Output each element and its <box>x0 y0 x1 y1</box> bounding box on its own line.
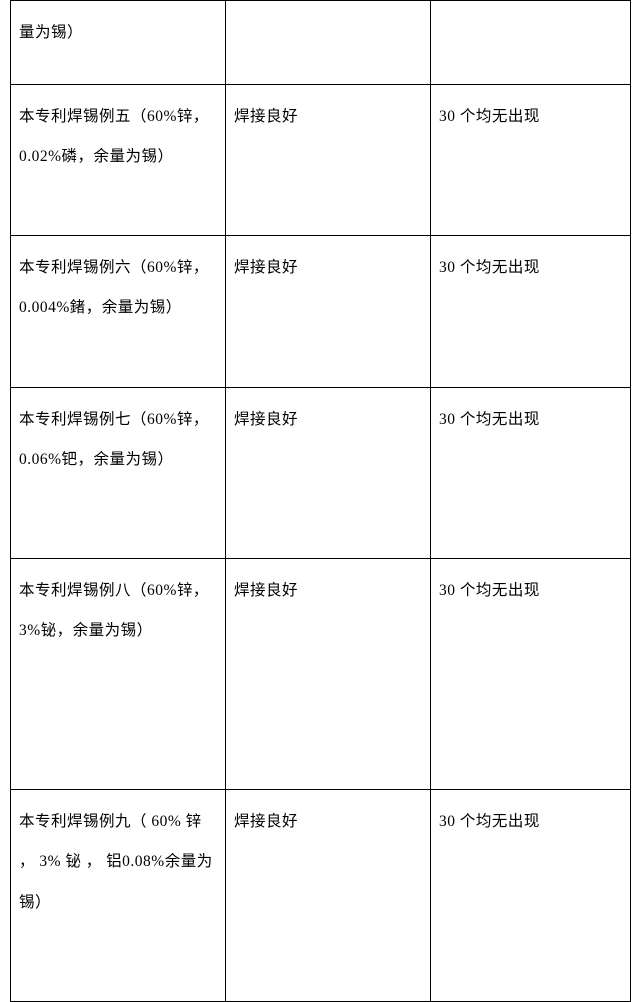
cell-composition: 量为锡） <box>11 1 226 85</box>
cell-result: 30 个均无出现 <box>431 790 631 1002</box>
table-row: 本专利焊锡例九（ 60% 锌 ， 3% 铋 ， 铝0.08%余量为锡） 焊接良好… <box>11 790 631 1002</box>
table-row: 本专利焊锡例五（60%锌，0.02%磷，余量为锡） 焊接良好 30 个均无出现 <box>11 85 631 236</box>
cell-result: 30 个均无出现 <box>431 559 631 790</box>
cell-composition: 本专利焊锡例六（60%锌，0.004%鍺，余量为锡） <box>11 236 226 388</box>
table-row: 量为锡） <box>11 1 631 85</box>
cell-result: 30 个均无出现 <box>431 236 631 388</box>
cell-weld-quality: 焊接良好 <box>226 236 431 388</box>
table-row: 本专利焊锡例七（60%锌，0.06%钯，余量为锡） 焊接良好 30 个均无出现 <box>11 388 631 559</box>
cell-weld-quality: 焊接良好 <box>226 790 431 1002</box>
cell-weld-quality <box>226 1 431 85</box>
cell-weld-quality: 焊接良好 <box>226 85 431 236</box>
cell-result: 30 个均无出现 <box>431 388 631 559</box>
cell-composition: 本专利焊锡例七（60%锌，0.06%钯，余量为锡） <box>11 388 226 559</box>
cell-result: 30 个均无出现 <box>431 85 631 236</box>
table-container: 量为锡） 本专利焊锡例五（60%锌，0.02%磷，余量为锡） 焊接良好 30 个… <box>10 0 630 1002</box>
cell-result <box>431 1 631 85</box>
table-row: 本专利焊锡例六（60%锌，0.004%鍺，余量为锡） 焊接良好 30 个均无出现 <box>11 236 631 388</box>
solder-examples-table: 量为锡） 本专利焊锡例五（60%锌，0.02%磷，余量为锡） 焊接良好 30 个… <box>10 0 631 1002</box>
cell-composition: 本专利焊锡例八（60%锌，3%铋，余量为锡） <box>11 559 226 790</box>
table-row: 本专利焊锡例八（60%锌，3%铋，余量为锡） 焊接良好 30 个均无出现 <box>11 559 631 790</box>
cell-weld-quality: 焊接良好 <box>226 559 431 790</box>
cell-composition: 本专利焊锡例五（60%锌，0.02%磷，余量为锡） <box>11 85 226 236</box>
cell-weld-quality: 焊接良好 <box>226 388 431 559</box>
cell-composition: 本专利焊锡例九（ 60% 锌 ， 3% 铋 ， 铝0.08%余量为锡） <box>11 790 226 1002</box>
